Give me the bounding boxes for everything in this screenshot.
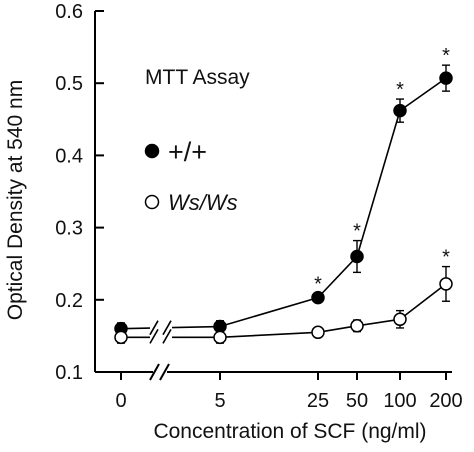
data-point-wt xyxy=(439,71,453,85)
data-point-ws xyxy=(350,319,364,333)
significance-marker: * xyxy=(396,79,404,101)
legend-label-wt: +/+ xyxy=(168,137,207,167)
data-point-wt xyxy=(393,103,407,118)
series-line-wt xyxy=(219,296,319,328)
y-tick-label: 0.4 xyxy=(55,145,83,167)
series-line-wt xyxy=(356,110,401,257)
x-axis-break-mark xyxy=(159,363,170,381)
data-point-ws xyxy=(311,325,325,340)
series-break-mark xyxy=(162,320,172,336)
plot-area: * * * * * xyxy=(114,45,453,345)
x-tick-label: 0 xyxy=(115,390,126,412)
data-point-wt xyxy=(350,249,364,264)
significance-marker: * xyxy=(314,273,322,295)
y-tick-label: 0.3 xyxy=(55,218,83,240)
y-tick-label: 0.2 xyxy=(55,290,83,312)
y-tick-label: 0.5 xyxy=(55,73,83,95)
legend-label-ws: Ws/Ws xyxy=(168,190,238,215)
x-tick-label: 25 xyxy=(307,390,329,412)
series-line-wt xyxy=(171,325,221,329)
x-axis-break-mark xyxy=(149,363,160,381)
series-line-wt xyxy=(317,255,358,299)
x-tick-label: 200 xyxy=(429,390,462,412)
legend-marker-ws xyxy=(144,194,160,210)
chart-annotation: MTT Assay xyxy=(145,66,250,89)
series-break-mark xyxy=(149,320,159,336)
axes: 0.1 0.2 0.3 0.4 0.5 0.6 0 5 25 50 100 200 xyxy=(55,1,463,412)
series-line-wt xyxy=(399,77,447,112)
y-axis-label: Optical Density at 540 nm xyxy=(4,80,27,320)
data-point-ws xyxy=(393,312,407,327)
significance-marker: * xyxy=(442,247,450,269)
x-axis-label: Concentration of SCF (ng/ml) xyxy=(153,420,426,443)
data-point-ws xyxy=(439,277,453,291)
series-break-mark xyxy=(149,328,159,344)
series-break-mark xyxy=(162,328,172,344)
series-line-ws xyxy=(399,283,447,320)
significance-marker: * xyxy=(353,221,361,243)
y-tick-label: 0.6 xyxy=(55,1,83,23)
legend-marker-wt xyxy=(144,143,160,159)
data-point-ws xyxy=(114,330,128,345)
data-point-ws xyxy=(213,330,227,345)
legend: +/+ Ws/Ws xyxy=(144,137,238,215)
x-tick-label: 5 xyxy=(214,390,225,412)
x-tick-label: 100 xyxy=(383,390,416,412)
x-tick-label: 50 xyxy=(346,390,368,412)
significance-marker: * xyxy=(442,45,450,67)
data-point-wt xyxy=(311,290,325,305)
series-line-ws xyxy=(356,318,401,327)
series-line-ws xyxy=(219,331,319,339)
y-tick-label: 0.1 xyxy=(55,362,83,384)
